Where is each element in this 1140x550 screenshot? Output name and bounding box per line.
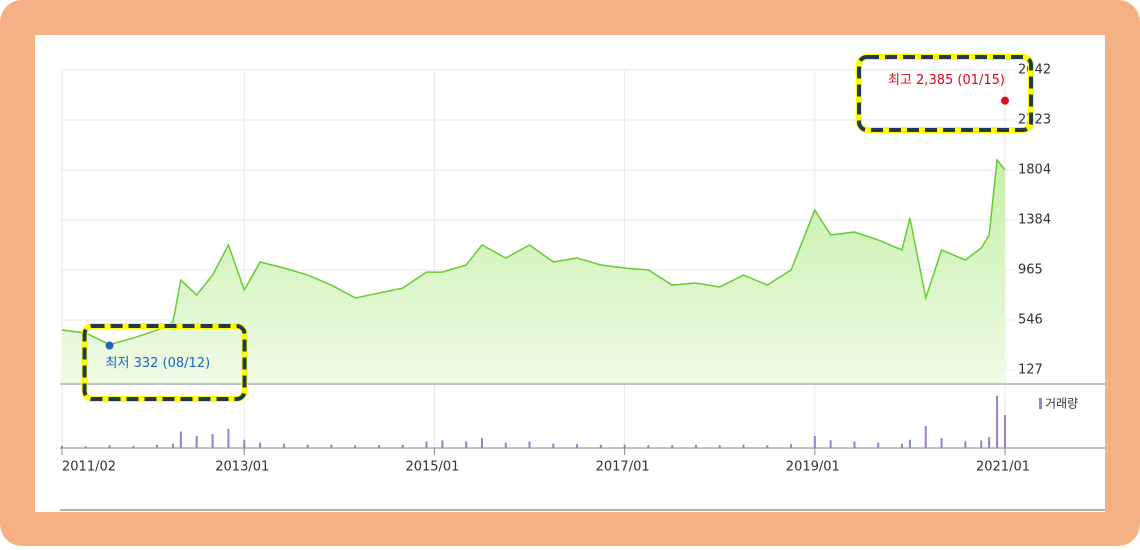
- volume-bar: [465, 441, 468, 448]
- volume-bar: [718, 445, 721, 448]
- volume-bar: [813, 435, 816, 448]
- y-tick-label: 127: [1018, 362, 1043, 377]
- volume-bar: [980, 440, 983, 448]
- y-tick-label: 546: [1018, 313, 1043, 328]
- extreme-marker: [105, 341, 114, 350]
- volume-bar: [766, 445, 769, 448]
- volume-bar: [330, 444, 333, 448]
- volume-bar: [504, 442, 507, 448]
- volume-bar: [243, 439, 246, 448]
- x-tick-label: 2013/01: [215, 460, 269, 475]
- volume-bar: [132, 445, 135, 448]
- volume-bar: [171, 443, 174, 448]
- volume-bar: [282, 443, 285, 448]
- volume-bar: [179, 431, 182, 448]
- highlight-box: [857, 55, 1033, 132]
- legend-swatch: [1039, 398, 1042, 409]
- volume-bar: [108, 445, 111, 448]
- volume-bar: [599, 444, 602, 448]
- y-tick-label: 1384: [1018, 213, 1051, 228]
- volume-bar: [900, 443, 903, 448]
- volume-bar: [480, 438, 483, 448]
- volume-bar: [647, 445, 650, 448]
- y-tick-label: 965: [1018, 263, 1043, 278]
- volume-bar: [211, 434, 214, 448]
- area: [62, 160, 1005, 383]
- extreme-marker: [1001, 96, 1009, 105]
- volume-bar: [671, 445, 674, 448]
- volume-bar: [924, 426, 927, 448]
- y-tick-label: 2223: [1018, 112, 1051, 127]
- volume-bar: [377, 445, 380, 448]
- x-tick-label: 2015/01: [405, 460, 459, 475]
- volume-bar: [354, 445, 357, 448]
- x-tick-label: 2011/02: [62, 460, 116, 475]
- volume-bar: [694, 444, 697, 448]
- volume-bar: [908, 439, 911, 448]
- volume-bar: [425, 441, 428, 448]
- x-tick-label: 2019/01: [786, 460, 840, 475]
- volume-bar: [61, 445, 63, 448]
- volume-bar: [1004, 415, 1006, 448]
- volume-bar: [940, 438, 943, 448]
- volume-bar: [988, 437, 991, 448]
- volume-bar: [964, 441, 967, 448]
- volume-bar: [877, 442, 880, 448]
- volume-bar: [853, 441, 856, 448]
- price-line: [61, 158, 1006, 346]
- volume-bar: [156, 444, 159, 448]
- volume-bar: [195, 435, 198, 448]
- legend-label: 거래량: [1045, 397, 1078, 411]
- volume-bar: [790, 444, 793, 448]
- volume-bar: [528, 441, 531, 448]
- extreme-label: 최저 332 (08/12): [106, 356, 211, 371]
- y-tick-label: 2642: [1018, 63, 1051, 78]
- volume-bar: [576, 444, 579, 448]
- volume-bar: [623, 444, 626, 448]
- volume-bar: [441, 440, 444, 448]
- volume-bar: [401, 444, 404, 448]
- volume-bar: [996, 395, 999, 448]
- volume-bar: [552, 443, 555, 448]
- volume-bar: [742, 444, 745, 448]
- highlight-box: [82, 324, 247, 401]
- volume-bar: [829, 440, 832, 448]
- extreme-label: 최고 2,385 (01/15): [888, 73, 1005, 88]
- volume-bar: [227, 428, 230, 448]
- x-tick-label: 2017/01: [596, 460, 650, 475]
- x-tick-label: 2021/01: [976, 460, 1030, 475]
- y-tick-label: 1804: [1018, 162, 1051, 177]
- volume-bar: [259, 442, 262, 448]
- volume-bar: [306, 444, 309, 448]
- volume-bar: [84, 446, 87, 448]
